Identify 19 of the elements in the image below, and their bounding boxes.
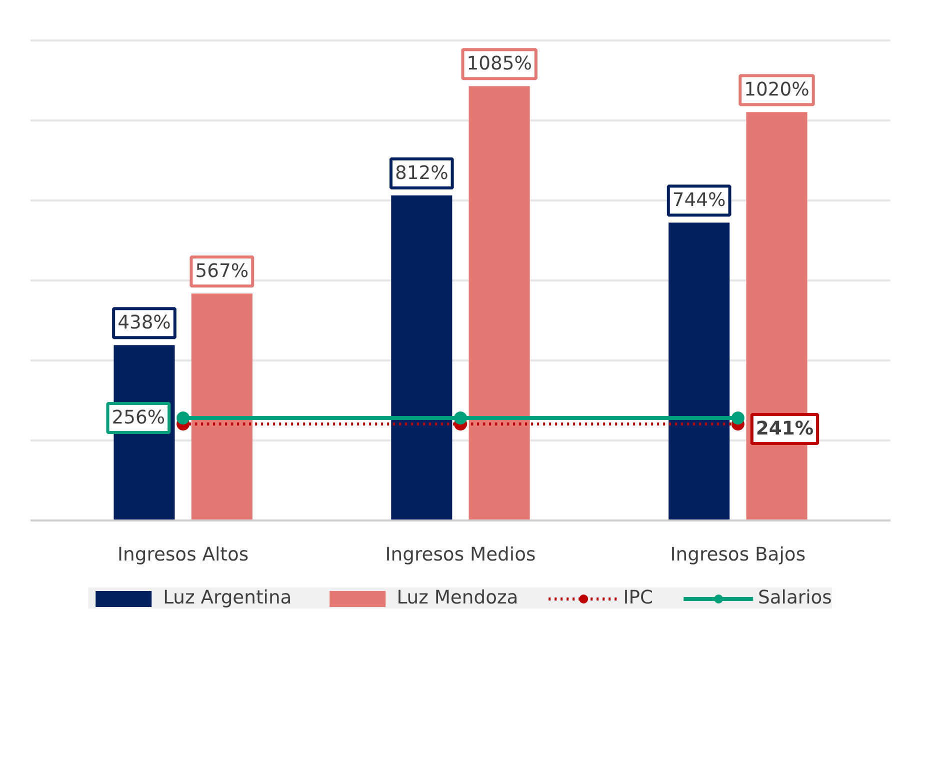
legend-label: IPC	[623, 588, 654, 608]
x-tick-label: Ingresos Bajos	[670, 544, 806, 566]
legend-label: Luz Mendoza	[396, 588, 518, 608]
data-label: 1020%	[744, 80, 810, 101]
legend-label: Luz Argentina	[163, 588, 292, 608]
data-label: 1085%	[466, 54, 532, 75]
data-label: 438%	[118, 312, 171, 334]
x-tick-label: Ingresos Altos	[118, 544, 249, 566]
bar	[391, 195, 452, 520]
data-label: 744%	[672, 190, 726, 212]
data-label: 256%	[112, 408, 166, 429]
x-tick-label: Ingresos Medios	[385, 544, 536, 566]
data-label: 812%	[394, 162, 448, 184]
legend-label: Salarios	[758, 588, 832, 608]
bar	[668, 222, 730, 520]
bar	[191, 294, 252, 520]
data-label: 241%	[756, 418, 814, 440]
data-label: 567%	[195, 261, 249, 282]
bar	[468, 86, 530, 520]
